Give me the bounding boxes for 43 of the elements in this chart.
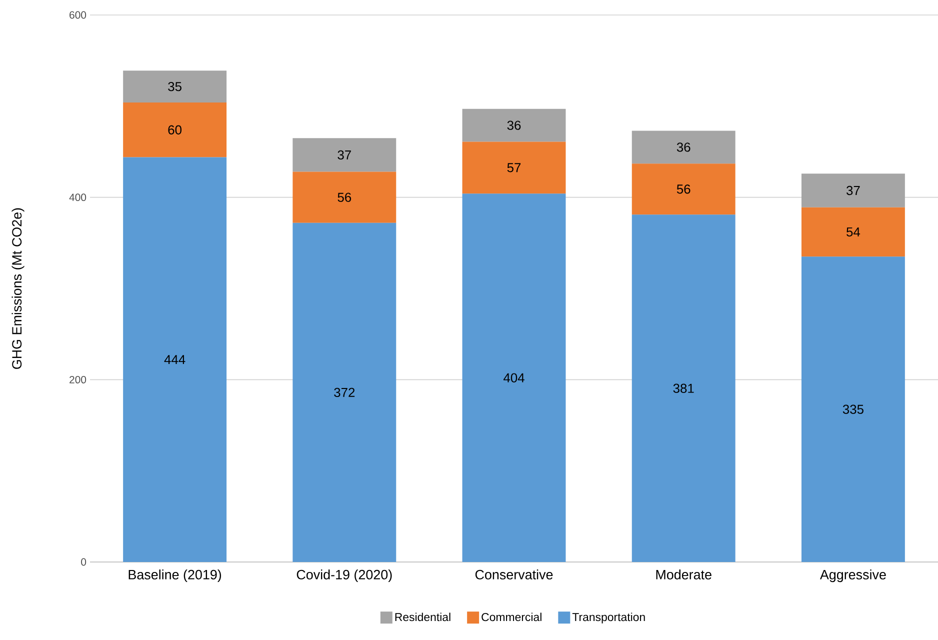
- bar: [292, 172, 396, 223]
- bar: [292, 138, 396, 172]
- bar: [462, 108, 566, 142]
- y-tick-label: 200: [70, 376, 86, 384]
- y-tick-label: 600: [70, 11, 86, 19]
- bar: [292, 222, 396, 562]
- data-label: 56: [338, 192, 352, 202]
- data-label: 60: [168, 125, 182, 134]
- bar: [123, 157, 227, 562]
- data-label: 381: [673, 384, 694, 393]
- x-tick-label: Baseline (2019): [128, 570, 222, 582]
- y-tick-label: 400: [69, 194, 86, 202]
- bar: [462, 142, 566, 194]
- x-tick-label: Aggressive: [820, 570, 886, 582]
- data-label: 35: [168, 82, 182, 92]
- bar: [801, 256, 905, 562]
- bar: [632, 214, 736, 562]
- data-label: 54: [846, 227, 860, 236]
- bar: [632, 164, 736, 215]
- data-label: 37: [846, 186, 860, 196]
- data-label: 36: [507, 120, 521, 130]
- x-tick-label: Moderate: [656, 570, 712, 580]
- x-tick-label: Covid-19 (2020): [296, 570, 392, 582]
- bar: [123, 102, 227, 158]
- bar: [801, 207, 905, 257]
- data-label: 37: [338, 150, 351, 160]
- y-tick-label: 0: [81, 558, 86, 566]
- legend-label: Commercial: [482, 612, 542, 622]
- data-label: 444: [164, 355, 186, 364]
- bar: [123, 70, 227, 103]
- data-label: 335: [842, 404, 864, 414]
- bar: [462, 194, 566, 562]
- legend-label: Residential: [395, 612, 450, 622]
- data-label: 36: [676, 142, 690, 152]
- data-label: 404: [504, 373, 524, 382]
- data-label: 372: [334, 388, 355, 398]
- bar: [632, 130, 736, 164]
- data-label: 56: [676, 184, 690, 194]
- x-tick-label: Conservative: [475, 570, 553, 580]
- legend-label: Transportation: [572, 612, 645, 624]
- data-label: 57: [507, 163, 521, 172]
- y-axis-title: GHG Emissions (Mt CO2e): [12, 208, 24, 369]
- bar: [801, 174, 905, 208]
